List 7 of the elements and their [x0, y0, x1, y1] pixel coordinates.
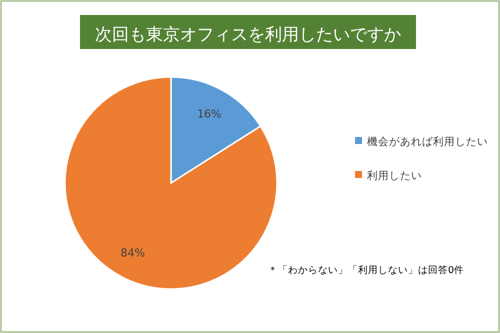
- data-label: 16%: [197, 107, 222, 120]
- chart-title: 次回も東京オフィスを利用したいですか: [95, 25, 401, 45]
- data-label: 84%: [120, 246, 145, 260]
- text: ＊「わからない」「利用しない」は回答0件: [268, 264, 464, 276]
- legend-label: 利用したい: [367, 169, 422, 182]
- legend-label: 機会があれば利用したい: [367, 135, 488, 148]
- title: 次回も東京オフィスを利用したいですか: [80, 15, 416, 49]
